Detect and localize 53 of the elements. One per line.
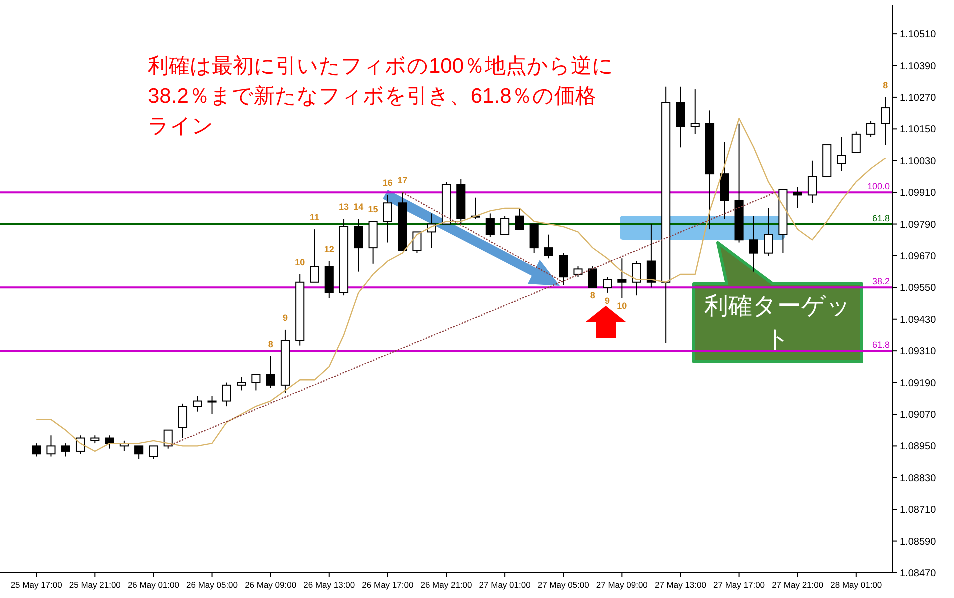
y-tick-label: 1.09910 — [900, 188, 937, 200]
y-tick-label: 1.10030 — [900, 156, 937, 168]
x-tick-label: 28 May 01:00 — [830, 580, 882, 590]
y-tick-label: 1.08950 — [900, 442, 937, 453]
x-tick-label: 27 May 09:00 — [596, 580, 648, 590]
annotation: 14 — [354, 202, 364, 212]
y-tick-label: 1.09190 — [900, 378, 937, 390]
annotation: 9 — [282, 312, 288, 323]
annotation: 17 — [398, 176, 408, 186]
x-tick-label: 27 May 01:00 — [479, 580, 532, 590]
annotation: 61.8 — [872, 213, 890, 224]
annotation: 9 — [605, 296, 610, 306]
annotation: 8 — [268, 339, 274, 350]
annotation: 11 — [310, 212, 320, 223]
annotation: 15 — [368, 204, 378, 215]
y-tick-label: 1.10510 — [900, 30, 937, 41]
annotation: 61.8 — [872, 340, 890, 350]
annotation: 38.2 — [872, 276, 890, 287]
y-tick-label: 1.08830 — [900, 473, 937, 484]
x-tick-label: 26 May 05:00 — [186, 580, 238, 590]
annotation: 利確は最初に引いたフィボの100％地点から逆に38.2％まで新たなフィボを引き、61.8％の価格ライン — [148, 54, 616, 140]
x-tick-label: 27 May 05:00 — [538, 580, 590, 590]
x-tick-label: 25 May 17:00 — [10, 580, 63, 590]
y-tick-label: 1.09430 — [900, 314, 937, 326]
annotation: 8 — [590, 290, 596, 301]
x-tick-label: 25 May 21:00 — [69, 580, 122, 590]
annotation: 10 — [295, 257, 306, 268]
annotation: 8 — [883, 80, 888, 90]
annotation: 100.0 — [867, 182, 890, 192]
y-tick-label: 1.08590 — [900, 536, 937, 548]
y-tick-label: 1.09790 — [900, 220, 937, 231]
annotation: 利確ターゲット — [704, 292, 852, 355]
y-tick-label: 1.09550 — [900, 283, 937, 294]
x-tick-label: 26 May 17:00 — [362, 580, 414, 590]
annotation: 13 — [339, 202, 350, 212]
annotation: 12 — [324, 244, 334, 254]
x-tick-label: 27 May 13:00 — [654, 580, 707, 590]
annotation: 16 — [382, 178, 393, 188]
annotation: 10 — [617, 301, 628, 312]
y-tick-label: 1.09310 — [900, 346, 937, 358]
y-tick-label: 1.10150 — [900, 124, 937, 136]
x-tick-label: 26 May 21:00 — [420, 580, 473, 590]
x-tick-label: 27 May 21:00 — [772, 580, 824, 590]
x-tick-label: 26 May 13:00 — [304, 580, 356, 590]
y-tick-label: 1.10270 — [900, 92, 937, 104]
y-tick-label: 1.08470 — [900, 568, 937, 580]
x-tick-label: 27 May 17:00 — [714, 580, 766, 590]
x-tick-label: 26 May 01:00 — [128, 580, 180, 590]
y-tick-label: 1.09670 — [900, 251, 937, 262]
y-tick-label: 1.08710 — [900, 505, 937, 516]
y-tick-label: 1.10390 — [900, 61, 937, 72]
y-tick-label: 1.09070 — [900, 410, 937, 421]
x-tick-label: 26 May 09:00 — [245, 580, 297, 590]
